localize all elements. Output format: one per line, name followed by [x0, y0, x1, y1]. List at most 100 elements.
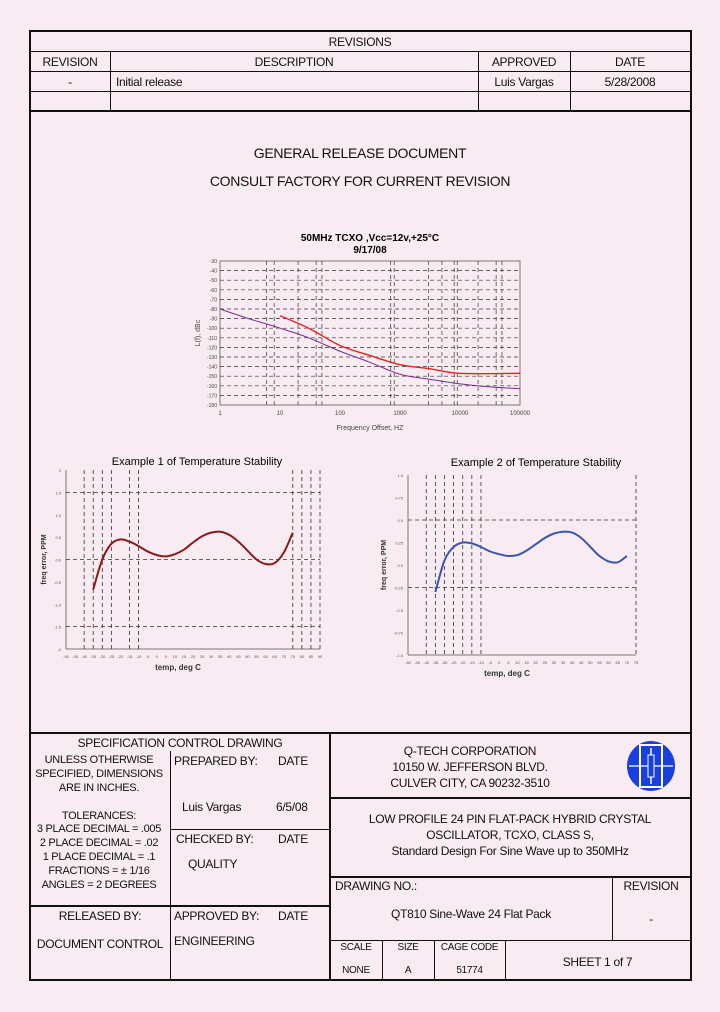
cage-value: 51774: [456, 965, 483, 976]
y-tick-label: -110: [207, 336, 217, 342]
header-revision: REVISION: [42, 55, 98, 69]
series-line: [219, 308, 521, 390]
description-line1: LOW PROFILE 24 PIN FLAT-PACK HYBRID CRYS…: [368, 812, 652, 826]
drawing-no-label: DRAWING NO.:: [335, 879, 417, 893]
series-line: [279, 315, 521, 375]
x-tick-label: -20: [460, 660, 467, 665]
y-tick-label: 1.0: [397, 473, 403, 478]
x-tick-label: 1: [218, 411, 222, 417]
y-tick-label: -180: [207, 403, 217, 409]
x-tick-label: -30: [442, 660, 449, 665]
notice-line1: GENERAL RELEASE DOCUMENT: [253, 145, 467, 161]
y-tick-label: 1.0: [55, 513, 61, 518]
y-tick-label: -160: [207, 384, 217, 390]
row-revision: -: [68, 75, 72, 89]
x-tick-label: 5: [507, 660, 510, 665]
x-tick-label: 55: [254, 654, 259, 659]
prepared-by-label: PREPARED BY:: [174, 754, 258, 768]
y-tick-label: -30: [210, 259, 217, 265]
x-tick-label: 45: [579, 660, 584, 665]
y-axis-label: L(f), dBc: [195, 319, 202, 346]
x-tick-label: 10: [277, 411, 284, 417]
x-tick-label: -10: [136, 654, 143, 659]
tolerance-2: 2 PLACE DECIMAL = .02: [39, 837, 159, 849]
x-tick-label: 10: [173, 654, 178, 659]
y-tick-label: -1.0: [396, 653, 404, 658]
company-address: 10150 W. JEFFERSON BLVD.: [392, 760, 548, 774]
y-tick-label: -0.75: [394, 631, 404, 636]
checked-date-label: DATE: [278, 832, 308, 846]
x-tick-label: 70: [625, 660, 630, 665]
y-tick-label: -0.5: [54, 580, 62, 585]
x-tick-label: 10: [515, 660, 520, 665]
x-tick-label: 20: [191, 654, 196, 659]
y-tick-label: -2: [57, 647, 61, 652]
y-tick-label: 0.5: [397, 518, 403, 523]
y-axis-label: freq error, PPM: [381, 540, 388, 590]
y-tick-label: -0.25: [394, 586, 404, 591]
size-label: SIZE: [397, 942, 419, 953]
description-line3: Standard Design For Sine Wave up to 350M…: [391, 844, 629, 858]
x-tick-label: 30: [552, 660, 557, 665]
note-3: ARE IN INCHES.: [58, 782, 140, 794]
y-tick-label: -140: [207, 365, 217, 371]
x-axis-label: temp, deg C: [155, 663, 201, 672]
tolerance-4: FRACTIONS = ± 1/16: [48, 865, 150, 877]
chart-title: Example 1 of Temperature Stability: [112, 456, 283, 468]
y-tick-label: -170: [207, 393, 217, 399]
released-by: DOCUMENT CONTROL: [36, 937, 164, 951]
y-tick-label: -40: [210, 269, 217, 275]
description-line2: OSCILLATOR, TCXO, CLASS S,: [426, 828, 594, 842]
y-tick-label: -130: [207, 355, 217, 361]
y-tick-label: -80: [210, 307, 217, 313]
scale-value: NONE: [342, 965, 370, 976]
x-tick-label: 90: [318, 654, 323, 659]
x-tick-label: -15: [127, 654, 134, 659]
prepared-by: Luis Vargas: [182, 800, 242, 814]
x-tick-label: -20: [118, 654, 125, 659]
released-by-label: RELEASED BY:: [58, 909, 142, 923]
checked-by-label: CHECKED BY:: [176, 832, 254, 846]
x-tick-label: 25: [200, 654, 205, 659]
x-tick-label: -35: [90, 654, 97, 659]
x-tick-label: 0: [156, 654, 159, 659]
y-tick-label: -0.5: [396, 608, 404, 613]
plot-area: [219, 260, 521, 406]
checked-by: QUALITY: [188, 857, 238, 871]
series-line: [434, 530, 628, 593]
row-approved: Luis Vargas: [494, 75, 554, 89]
header-description: DESCRIPTION: [254, 55, 334, 69]
x-tick-label: 40: [227, 654, 232, 659]
x-tick-label: 85: [309, 654, 314, 659]
chart-title: 50MHz TCXO ,Vcc=12v,+25°C: [301, 233, 439, 244]
x-tick-label: 25: [543, 660, 548, 665]
x-tick-label: 0: [498, 660, 501, 665]
chart-title: Example 2 of Temperature Stability: [451, 457, 622, 469]
note-1: UNLESS OTHERWISE: [44, 754, 154, 766]
row-description: Initial release: [116, 75, 183, 89]
y-tick-label: -150: [207, 374, 217, 380]
y-tick-label: 1.5: [55, 490, 61, 495]
y-tick-label: -1.0: [54, 602, 62, 607]
y-tick-label: -1.5: [54, 625, 62, 630]
x-tick-label: -50: [405, 660, 412, 665]
approved-by: ENGINEERING: [174, 934, 255, 948]
approved-by-label: APPROVED BY:: [174, 909, 260, 923]
approved-date-label: DATE: [278, 909, 308, 923]
y-tick-label: -120: [207, 345, 217, 351]
x-tick-label: 60: [606, 660, 611, 665]
x-tick-label: 65: [616, 660, 621, 665]
company-name: Q-TECH CORPORATION: [403, 744, 537, 758]
y-tick-label: 2: [59, 468, 62, 473]
scale-label: SCALE: [340, 942, 372, 953]
tolerances-title: TOLERANCES:: [61, 810, 137, 822]
y-tick-label: -90: [210, 317, 217, 323]
x-axis-label: Frequency Offset, HZ: [337, 425, 405, 432]
x-tick-label: -5: [146, 654, 150, 659]
y-tick-label: -100: [207, 326, 217, 332]
header-date: DATE: [615, 55, 645, 69]
series-line: [92, 530, 294, 590]
x-tick-label: 50: [245, 654, 250, 659]
x-tick-label: 65: [272, 654, 277, 659]
x-tick-label: 70: [281, 654, 286, 659]
